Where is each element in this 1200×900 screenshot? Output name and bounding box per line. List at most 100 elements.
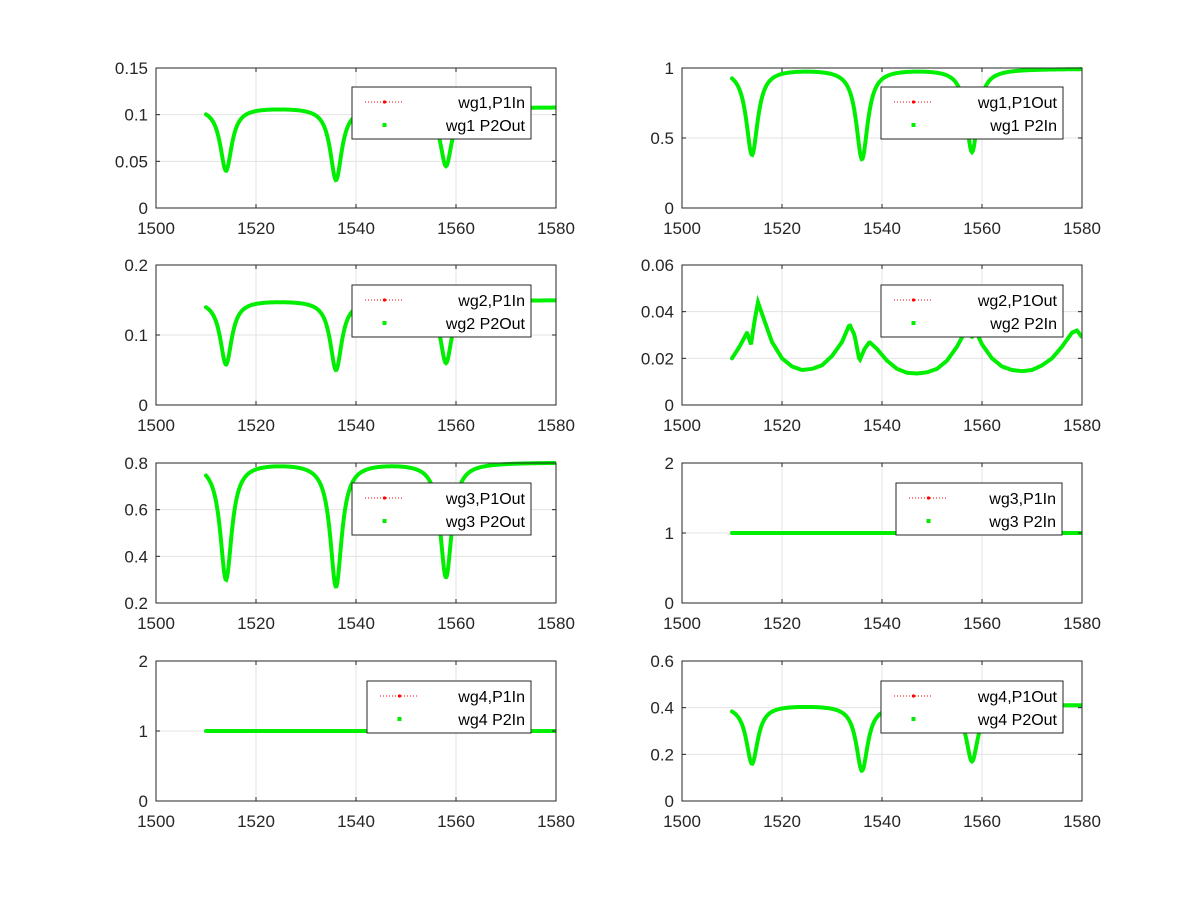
legend: wg1,P1Out wg1 P2In [880,86,1064,140]
y-tick-label: 0.1 [124,106,148,125]
x-tick-label: 1580 [537,219,575,238]
legend-entry: wg4,P1Out [977,689,1058,706]
legend-entry: wg1,P1In [457,95,525,112]
x-tick-label: 1560 [437,812,475,831]
y-tick-label: 0.8 [124,454,148,473]
legend-box [880,284,1064,338]
y-tick-label: 0.2 [124,256,148,275]
subplot-8: 1500 1520 1540 1560 1580 0 0.2 0.4 0.6 wg4,P1Out w… [650,652,1101,831]
x-tick-label: 1560 [437,614,475,633]
y-tick-label: 0.1 [124,326,148,345]
y-tick-label: 0.6 [650,652,674,671]
x-tick-label: 1560 [963,812,1001,831]
legend-swatch-markers [911,123,916,127]
x-tick-label: 1500 [663,812,701,831]
y-tick-label: 0.4 [650,699,674,718]
x-tick-label: 1560 [963,416,1001,435]
legend-entry: wg1 P2In [989,118,1057,135]
y-tick-label: 2 [665,454,674,473]
y-tick-label: 0 [139,396,148,415]
legend-marker [911,694,916,698]
legend-marker [911,298,916,302]
y-tick-label: 2 [139,652,148,671]
subplot-3: 1500 1520 1540 1560 1580 0 0.1 0.2 wg2,P1In wg2 P… [124,256,575,435]
legend: wg3,P1In wg3 P2In [895,482,1063,536]
series-line-wg2 P2In [730,294,1082,376]
legend-marker [397,694,402,698]
y-tick-label: 0.4 [124,547,148,566]
subplot-4: 1500 1520 1540 1560 1580 0 0.02 0.04 0.06 wg2,P1O… [641,256,1101,435]
subplot-5: 1500 1520 1540 1560 1580 0.2 0.4 0.6 0.8 wg3,P1Ou… [124,454,575,633]
x-tick-label: 1500 [137,614,175,633]
x-tick-label: 1500 [137,219,175,238]
legend-marker [926,496,931,500]
x-tick-label: 1560 [963,219,1001,238]
x-tick-label: 1560 [437,416,475,435]
subplot-6: 1500 1520 1540 1560 1580 0 1 2 wg3,P1In wg3 P2In [663,454,1101,633]
x-tick-label: 1500 [663,614,701,633]
legend-entry: wg2,P1Out [977,293,1058,310]
subplot-2: 1500 1520 1540 1560 1580 0 0.5 1 wg1,P1Out wg1 P2… [650,59,1101,238]
legend-entry: wg2,P1In [457,293,525,310]
x-tick-label: 1560 [437,219,475,238]
x-tick-label: 1540 [863,614,901,633]
legend-box [351,482,532,536]
y-tick-label: 0 [665,199,674,218]
x-tick-label: 1540 [337,812,375,831]
legend-entry: wg1 P2Out [445,118,526,135]
x-tick-label: 1560 [963,614,1001,633]
y-tick-label: 0.5 [650,129,674,148]
legend-swatch-markers [382,123,387,127]
x-tick-label: 1580 [537,416,575,435]
legend: wg1,P1In wg1 P2Out [351,86,532,140]
x-tick-label: 1520 [763,812,801,831]
y-tick-label: 0.15 [115,59,148,78]
x-tick-label: 1580 [1063,219,1101,238]
legend-entry: wg3,P1Out [445,491,526,508]
subplot-7: 1500 1520 1540 1560 1580 0 1 2 wg4,P1In wg4 P2In [137,652,575,831]
y-tick-label: 0.6 [124,501,148,520]
y-tick-label: 0.2 [650,745,674,764]
y-tick-label: 0 [665,792,674,811]
legend-entry: wg4,P1In [457,689,525,706]
y-tick-label: 0 [665,594,674,613]
x-tick-label: 1540 [337,416,375,435]
legend-box [366,680,532,734]
x-tick-label: 1580 [1063,416,1101,435]
x-tick-label: 1580 [537,812,575,831]
x-tick-label: 1500 [663,219,701,238]
legend-entry: wg2 P2In [989,316,1057,333]
series-group [204,460,556,590]
legend-entry: wg3,P1In [988,491,1056,508]
y-tick-label: 0 [139,199,148,218]
x-tick-label: 1520 [763,219,801,238]
legend-box [880,680,1064,734]
y-tick-label: 1 [665,59,674,78]
legend-marker [382,496,387,500]
x-tick-label: 1580 [1063,812,1101,831]
x-tick-label: 1580 [1063,614,1101,633]
x-tick-label: 1500 [663,416,701,435]
legend-marker [382,298,387,302]
legend-swatch-markers [382,321,387,325]
legend-swatch-markers [397,717,402,721]
legend-box [895,482,1063,536]
x-tick-label: 1540 [337,219,375,238]
x-tick-label: 1520 [237,416,275,435]
x-tick-label: 1520 [763,614,801,633]
x-tick-label: 1540 [337,614,375,633]
legend-entry: wg4 P2Out [977,712,1058,729]
x-tick-label: 1540 [863,812,901,831]
legend: wg4,P1In wg4 P2In [366,680,532,734]
series-line-wg3 P2Out [204,460,556,590]
series-group [730,67,1082,162]
legend-entry: wg2 P2Out [445,316,526,333]
legend-swatch-markers [382,519,387,523]
x-tick-label: 1500 [137,416,175,435]
x-tick-label: 1540 [863,219,901,238]
y-tick-label: 0.02 [641,349,674,368]
x-tick-label: 1520 [237,812,275,831]
y-tick-label: 0.06 [641,256,674,275]
x-tick-label: 1540 [863,416,901,435]
